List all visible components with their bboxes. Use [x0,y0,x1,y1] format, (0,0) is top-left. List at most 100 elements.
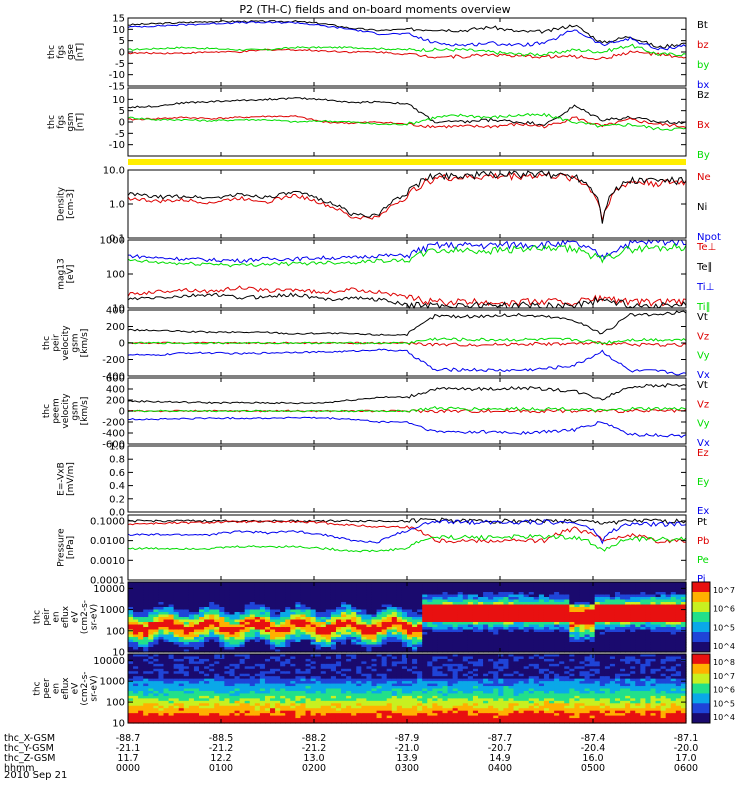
heatmap-cell [244,720,251,724]
heatmap-cell [396,715,403,719]
heatmap-cell [310,612,317,616]
heatmap-cell [351,639,357,643]
heatmap-cell [422,594,428,598]
heatmap-cell [391,720,398,724]
heatmap-cell [417,582,423,586]
heatmap-cell [341,617,347,621]
heatmap-cell [188,614,195,618]
heatmap-cell [549,649,555,653]
heatmap-cell [660,584,667,588]
heatmap-cell [483,637,489,641]
heatmap-cell [188,713,195,717]
heatmap-cell [173,718,180,722]
heatmap-cell [341,639,347,643]
heatmap-cell [680,639,687,643]
heatmap-cell [391,624,398,628]
heatmap-cell [401,668,408,672]
heatmap-cell [523,614,530,618]
heatmap-cell [270,671,276,675]
heatmap-cell [219,673,225,677]
heatmap-cell [204,683,210,687]
heatmap-cell [295,629,302,633]
heatmap-cell [675,622,682,626]
heatmap-cell [645,622,652,626]
heatmap-cell [381,587,388,591]
heatmap-cell [371,619,378,623]
heatmap-cell [168,589,175,593]
heatmap-cell [168,629,175,633]
heatmap-cell [376,627,383,631]
heatmap-cell [533,637,540,641]
heatmap-cell [569,587,575,591]
heatmap-cell [391,671,398,675]
series-line-black [127,310,687,337]
heatmap-cell [234,607,241,611]
heatmap-cell [528,644,535,648]
heatmap-cell [168,594,175,598]
heatmap-cell [320,690,327,695]
heatmap-cell [330,614,337,618]
heatmap-cell [193,632,200,636]
heatmap-cell [193,617,200,621]
heatmap-cell [178,668,185,672]
heatmap-cell [138,622,144,626]
heatmap-cell [640,599,647,603]
heatmap-cell [356,703,362,707]
heatmap-cell [356,632,362,636]
heatmap-cell [412,587,418,591]
heatmap-cell [503,584,510,588]
heatmap-cell [239,690,246,695]
heatmap-cell [341,582,347,586]
heatmap-cell [310,661,317,665]
heatmap-cell [523,584,530,588]
colorbar-tick-label: 10^7 [713,586,735,595]
heatmap-cell [229,703,236,707]
heatmap-cell [528,627,535,631]
heatmap-cell [351,597,357,601]
heatmap-cell [680,649,687,653]
heatmap-cell [219,690,225,695]
heatmap-cell [366,627,373,631]
heatmap-cell [219,597,225,601]
heatmap-cell [264,604,271,608]
heatmap-cell [559,587,565,591]
heatmap-cell [168,693,175,697]
heatmap-cell [386,661,393,665]
heatmap-cell [193,700,200,704]
heatmap-cell [280,587,286,591]
heatmap-cell [234,703,241,707]
heatmap-cell [163,609,170,613]
heatmap-cell [543,607,550,611]
heatmap-cell [366,688,373,692]
heatmap-cell [305,666,312,670]
heatmap-cell [239,678,246,682]
heatmap-cell [351,609,357,613]
heatmap-cell [335,594,342,598]
heatmap-cell [584,644,591,648]
heatmap-cell [280,649,286,653]
heatmap-cell [193,589,200,593]
heatmap-cell [650,582,657,586]
heatmap-cell [549,632,555,636]
heatmap-cell [533,599,540,603]
heatmap-cell [153,627,160,631]
heatmap-cell [234,681,241,685]
heatmap-cell [224,599,231,603]
heatmap-cell [310,698,317,702]
heatmap-cell [290,619,296,623]
heatmap-cell [341,629,347,633]
heatmap-cell [472,599,479,603]
heatmap-cell [401,710,408,714]
heatmap-cell [158,594,165,598]
heatmap-cell [153,599,160,603]
heatmap-cell [320,647,327,651]
heatmap-cell [366,619,373,623]
heatmap-cell [183,663,190,667]
heatmap-cell [310,597,317,601]
heatmap-cell [346,592,352,596]
heatmap-cell [320,713,327,717]
heatmap-cell [163,619,170,623]
heatmap-cell [538,594,545,598]
